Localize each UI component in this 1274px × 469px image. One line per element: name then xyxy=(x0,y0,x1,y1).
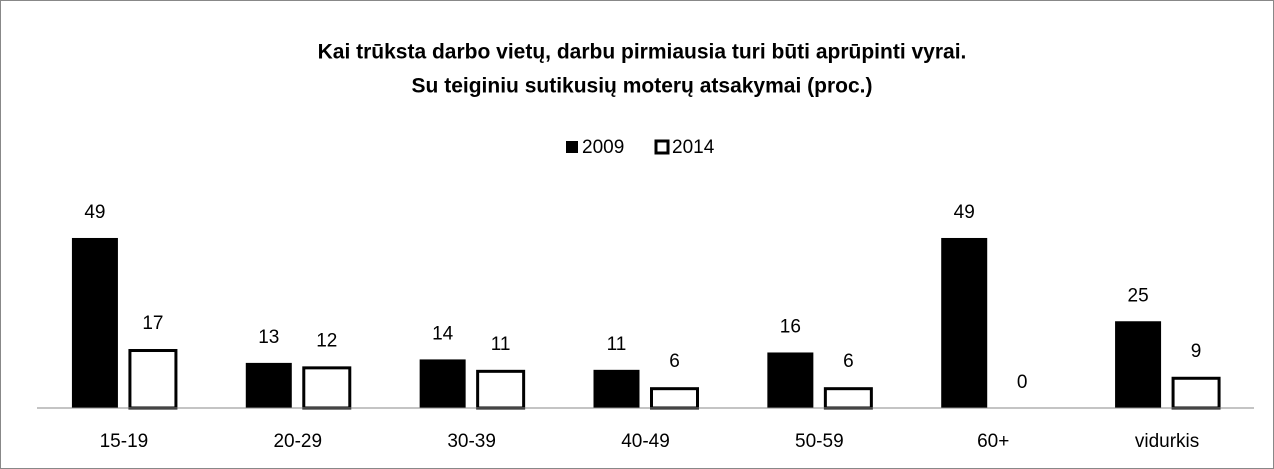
bar xyxy=(128,349,178,410)
chart-title: Kai trūksta darbo vietų, darbu pirmiausi… xyxy=(318,41,967,64)
data-label: 14 xyxy=(432,323,454,344)
data-label: 25 xyxy=(1128,285,1149,306)
data-label: 11 xyxy=(491,334,511,355)
bar xyxy=(476,369,526,410)
data-label: 49 xyxy=(84,202,105,223)
data-label: 11 xyxy=(607,334,627,355)
bar xyxy=(593,369,640,408)
x-tick-label: 60+ xyxy=(977,431,1009,452)
data-label: 16 xyxy=(780,316,801,337)
bar xyxy=(823,387,873,410)
data-label: 17 xyxy=(142,313,163,334)
x-tick-label: 50-59 xyxy=(795,431,844,452)
data-label: 12 xyxy=(316,330,337,351)
legend-label: 2014 xyxy=(672,137,715,158)
x-tick-label: 15-19 xyxy=(100,431,149,452)
x-tick-label: 30-39 xyxy=(447,431,496,452)
bar xyxy=(1171,376,1221,410)
data-label: 0 xyxy=(1017,372,1028,393)
legend-swatch xyxy=(566,141,578,153)
bar xyxy=(71,237,118,408)
x-tick-label: 20-29 xyxy=(273,431,322,452)
bar xyxy=(767,352,814,408)
legend-label: 2009 xyxy=(582,137,624,158)
bar xyxy=(419,359,466,408)
bar xyxy=(650,387,699,410)
legend-swatch xyxy=(654,139,670,155)
bar xyxy=(1115,321,1162,408)
data-label: 6 xyxy=(843,351,854,372)
data-label: 13 xyxy=(258,327,279,348)
data-label: 9 xyxy=(1191,341,1202,362)
data-label: 49 xyxy=(954,202,975,223)
data-label: 6 xyxy=(669,351,680,372)
x-tick-label: 40-49 xyxy=(621,431,670,452)
x-tick-label: vidurkis xyxy=(1135,431,1199,452)
bar xyxy=(245,362,292,408)
bar xyxy=(302,366,352,410)
chart-subtitle: Su teiginiu sutikusių moterų atsakymai (… xyxy=(412,75,873,98)
bar xyxy=(941,237,988,408)
